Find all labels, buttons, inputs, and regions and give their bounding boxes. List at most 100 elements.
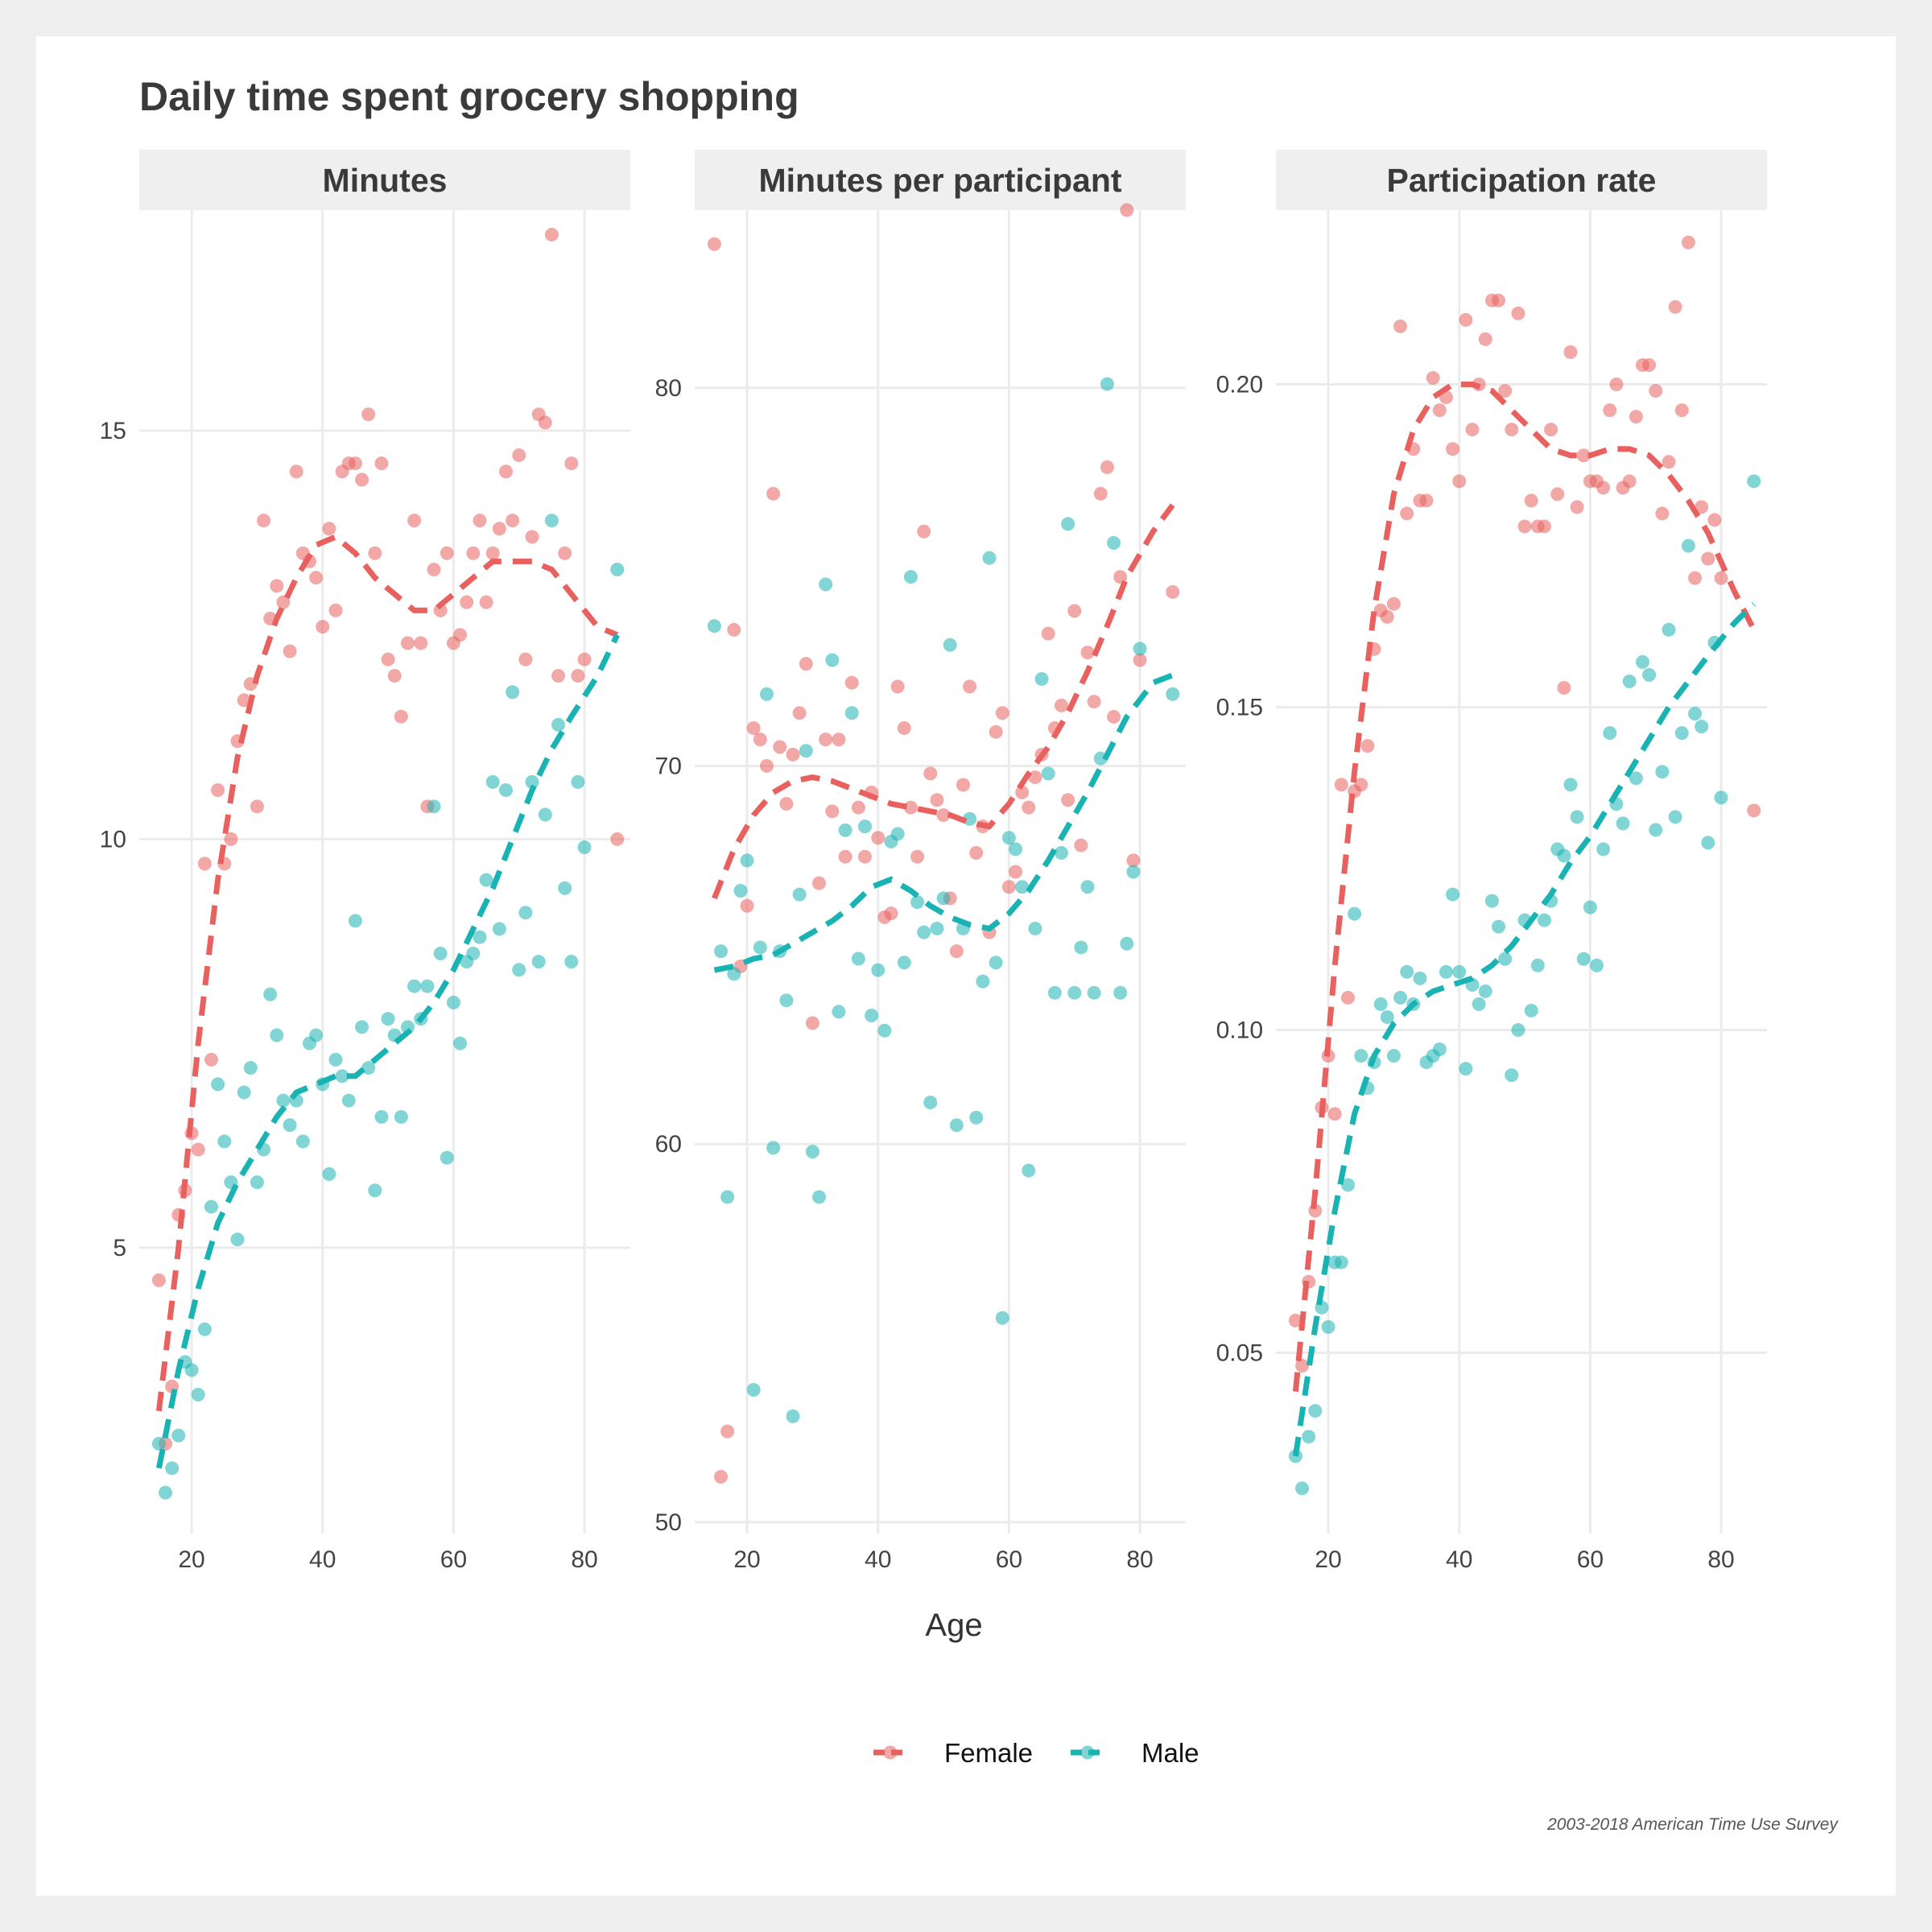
data-point xyxy=(936,891,951,906)
data-point xyxy=(1603,726,1617,741)
data-point xyxy=(1701,551,1715,566)
data-point xyxy=(1576,448,1591,463)
legend-label: Male xyxy=(1141,1738,1199,1768)
data-point xyxy=(857,849,872,864)
data-point xyxy=(779,993,794,1008)
data-point xyxy=(1498,952,1513,966)
data-point xyxy=(1100,377,1114,391)
data-point xyxy=(1505,423,1519,437)
data-point xyxy=(1067,604,1082,618)
data-point xyxy=(1439,964,1453,979)
data-point xyxy=(230,1232,245,1247)
data-point xyxy=(1583,900,1597,914)
series-female xyxy=(151,227,625,1451)
data-point xyxy=(551,668,566,683)
data-point xyxy=(1478,984,1492,998)
data-point xyxy=(943,638,957,652)
data-point xyxy=(989,956,1003,970)
data-point xyxy=(799,657,813,671)
legend: Female Male xyxy=(873,1738,1199,1768)
data-point xyxy=(243,1061,258,1075)
data-point xyxy=(381,1012,395,1026)
x-tick-label: 20 xyxy=(733,1546,760,1573)
data-point xyxy=(851,952,865,966)
data-point xyxy=(1707,513,1722,527)
data-point xyxy=(1492,919,1506,934)
data-point xyxy=(577,652,592,667)
trend-line-female xyxy=(1292,382,1757,1392)
data-point xyxy=(427,563,441,577)
strip-label: Minutes xyxy=(323,162,448,199)
x-tick-label: 80 xyxy=(1707,1546,1734,1573)
data-point xyxy=(963,811,977,826)
data-point xyxy=(766,1141,781,1155)
data-point xyxy=(1530,958,1545,972)
y-tick-label: 0.05 xyxy=(1216,1340,1263,1366)
data-point xyxy=(1714,571,1728,585)
data-point xyxy=(1642,357,1657,372)
data-point xyxy=(1484,894,1499,908)
data-point xyxy=(1459,1062,1473,1076)
data-point xyxy=(1701,836,1715,850)
data-point xyxy=(151,1436,166,1451)
data-point xyxy=(1334,1255,1348,1269)
data-point xyxy=(1087,985,1101,1000)
data-point xyxy=(1348,906,1362,921)
data-point xyxy=(197,1322,212,1336)
data-point xyxy=(1087,695,1101,709)
data-point xyxy=(492,922,506,936)
data-point xyxy=(217,1134,232,1149)
data-point xyxy=(473,930,487,944)
data-point xyxy=(263,987,278,1001)
data-point xyxy=(276,595,291,609)
data-point xyxy=(1478,332,1492,346)
data-point xyxy=(283,1118,297,1133)
x-tick-label: 60 xyxy=(1577,1546,1604,1573)
data-point xyxy=(1340,1178,1355,1192)
data-point xyxy=(851,800,865,815)
data-point xyxy=(1400,506,1414,521)
data-point xyxy=(544,514,559,528)
data-point xyxy=(759,687,774,701)
y-tick-label: 5 xyxy=(113,1235,126,1261)
data-point xyxy=(518,652,533,667)
data-point xyxy=(917,524,931,539)
data-point xyxy=(1302,1430,1316,1444)
data-point xyxy=(1681,235,1695,250)
data-point xyxy=(727,967,741,981)
data-point xyxy=(1524,493,1538,508)
data-point xyxy=(1537,519,1551,534)
data-point xyxy=(1166,584,1180,599)
data-point xyxy=(871,831,886,845)
data-point xyxy=(427,799,441,814)
data-point xyxy=(1100,460,1114,474)
data-point xyxy=(1668,810,1682,824)
caption: 2003-2018 American Time Use Survey xyxy=(1546,1815,1839,1834)
data-point xyxy=(1432,403,1447,418)
data-point xyxy=(969,1110,984,1125)
data-point xyxy=(538,807,552,822)
data-point xyxy=(917,925,931,939)
data-point xyxy=(1054,698,1068,712)
data-point xyxy=(714,944,729,959)
data-point xyxy=(956,778,970,792)
data-point xyxy=(151,1273,166,1287)
data-point xyxy=(1295,1481,1310,1496)
chart-canvas: Daily time spent grocery shopping Minute… xyxy=(36,36,1896,1896)
data-point xyxy=(969,846,984,861)
data-point xyxy=(1590,958,1604,972)
data-point xyxy=(1557,848,1571,863)
y-tick-label: 70 xyxy=(655,753,682,779)
trend-line-male xyxy=(713,672,1174,973)
data-point xyxy=(250,799,264,814)
data-point xyxy=(1662,455,1676,469)
data-point xyxy=(1635,654,1649,669)
data-point xyxy=(485,774,500,789)
series-male xyxy=(707,377,1180,1423)
data-point xyxy=(766,486,781,501)
data-point xyxy=(1570,810,1584,824)
data-point xyxy=(805,1016,819,1030)
data-point xyxy=(1419,493,1434,508)
data-point xyxy=(1668,299,1682,314)
data-point xyxy=(936,808,951,823)
